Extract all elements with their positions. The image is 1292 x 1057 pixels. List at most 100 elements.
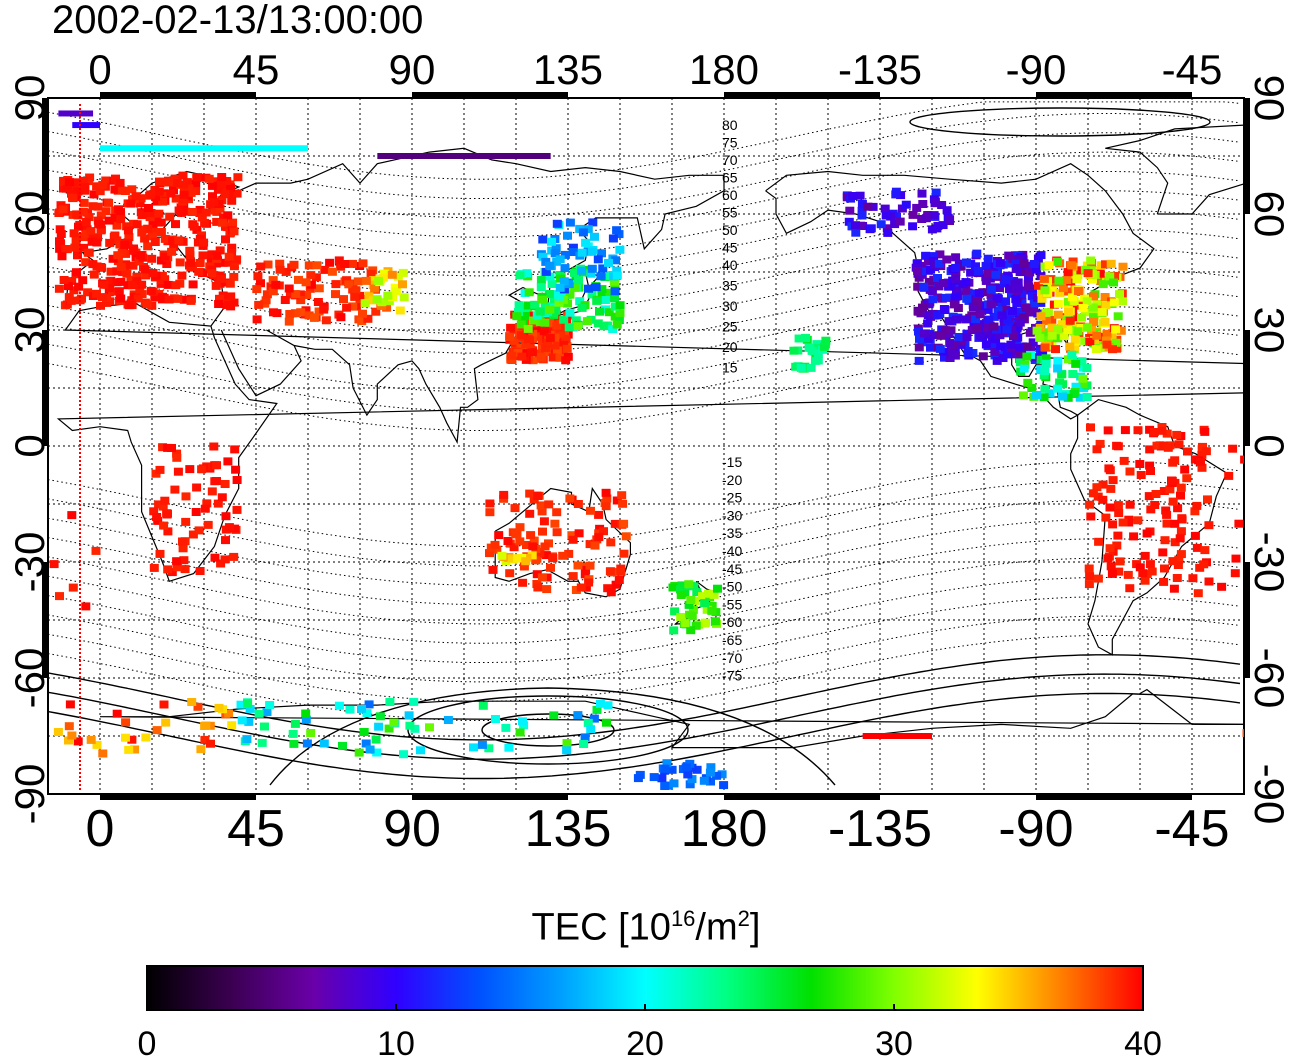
tec-patch xyxy=(1197,463,1207,472)
tec-patch xyxy=(1067,350,1077,359)
tec-patch xyxy=(1095,269,1105,278)
tec-patch xyxy=(268,276,278,285)
tec-patch xyxy=(945,339,955,347)
tec-patch xyxy=(361,739,371,748)
tec-patch xyxy=(687,612,697,621)
tec-patch xyxy=(146,286,156,295)
tec-patch xyxy=(257,738,267,747)
tec-patch xyxy=(120,240,130,249)
tec-patch xyxy=(707,606,717,615)
tec-patch xyxy=(181,517,191,526)
tec-patch xyxy=(919,329,929,338)
tec-patch xyxy=(150,238,160,246)
tec-patch xyxy=(602,494,612,503)
bottom-lon-label: 90 xyxy=(383,800,441,858)
tec-patch xyxy=(113,257,123,266)
tec-patch xyxy=(110,231,120,240)
tec-patch xyxy=(113,251,123,260)
tec-patch xyxy=(220,480,230,488)
tec-patch xyxy=(961,315,971,324)
tec-patch xyxy=(72,268,81,277)
tec-patch xyxy=(1071,359,1081,368)
tec-patch xyxy=(275,265,285,274)
tec-patch xyxy=(160,252,170,261)
contour-line xyxy=(48,577,1241,663)
tec-patch xyxy=(503,537,513,545)
tec-patch xyxy=(1058,284,1068,293)
tec-patch xyxy=(915,334,924,343)
tec-patch xyxy=(538,527,547,536)
tec-patch xyxy=(1103,426,1113,435)
bottom-lon-label: 45 xyxy=(227,800,285,858)
tec-patch xyxy=(178,171,188,180)
tec-patch xyxy=(1251,517,1260,525)
tec-patch xyxy=(995,259,1005,268)
tec-patch xyxy=(577,266,586,275)
tec-patch xyxy=(1039,371,1049,380)
tec-patch xyxy=(687,775,697,784)
contour-line xyxy=(48,654,1241,741)
tec-patch xyxy=(525,489,535,498)
tec-patch xyxy=(968,303,978,312)
tec-patch xyxy=(227,196,237,205)
tec-patch xyxy=(570,283,580,292)
tec-patch xyxy=(1078,380,1088,388)
contour-line xyxy=(48,499,1241,586)
left-lat-label: -60 xyxy=(6,648,53,709)
tec-patch xyxy=(80,183,90,192)
tec-patch xyxy=(162,510,172,519)
frame-bar-top xyxy=(412,92,568,98)
tec-patch xyxy=(285,290,295,299)
tec-patch xyxy=(971,315,981,324)
tec-patch xyxy=(866,224,876,233)
tec-patch xyxy=(1008,307,1017,315)
contour-line xyxy=(48,132,1241,219)
tec-patch xyxy=(1082,364,1092,373)
tec-patch xyxy=(1067,293,1077,302)
colorbar-title-mid: /m xyxy=(695,906,738,949)
tec-patch xyxy=(908,222,918,231)
tec-patch xyxy=(584,284,593,293)
tec-patch xyxy=(186,296,196,305)
tec-patch xyxy=(1145,445,1155,454)
tec-patch xyxy=(1123,570,1133,579)
tec-patch xyxy=(353,277,363,286)
tec-patch xyxy=(1018,313,1028,322)
tec-patch xyxy=(194,526,204,535)
tec-patch xyxy=(179,190,189,199)
tec-patch xyxy=(178,537,187,546)
tec-patch xyxy=(263,260,273,269)
tec-patch xyxy=(537,507,547,516)
tec-patch xyxy=(365,745,375,754)
tec-patch xyxy=(1176,527,1186,536)
tec-patch xyxy=(1023,378,1033,387)
tec-patch xyxy=(702,605,712,614)
tec-patch xyxy=(1146,505,1156,514)
tec-patch xyxy=(561,356,571,365)
tec-patch xyxy=(942,293,951,302)
tec-patch xyxy=(530,300,540,309)
tec-patch xyxy=(232,476,242,484)
tec-patch xyxy=(1098,280,1108,289)
tec-patch xyxy=(1001,276,1011,285)
tec-patch xyxy=(1024,282,1034,291)
tec-patch xyxy=(590,232,599,241)
tec-patch xyxy=(340,260,350,268)
tec-patch xyxy=(1041,308,1051,317)
tec-patch xyxy=(571,316,581,325)
colorbar-title-exp1: 16 xyxy=(670,906,696,931)
tec-patch xyxy=(405,721,415,730)
tec-patch xyxy=(59,176,68,185)
tec-patch xyxy=(618,499,628,508)
tec-patch xyxy=(1160,536,1170,545)
tec-patch xyxy=(935,250,945,259)
tec-patch xyxy=(211,259,221,268)
contour-label: 80 xyxy=(722,117,738,133)
tec-patch xyxy=(469,743,478,752)
tec-patch xyxy=(357,704,366,713)
tec-patch xyxy=(212,461,221,470)
tec-patch xyxy=(978,352,988,361)
tec-patch xyxy=(143,224,153,233)
tec-patch xyxy=(926,343,935,352)
tec-patch xyxy=(69,229,79,238)
